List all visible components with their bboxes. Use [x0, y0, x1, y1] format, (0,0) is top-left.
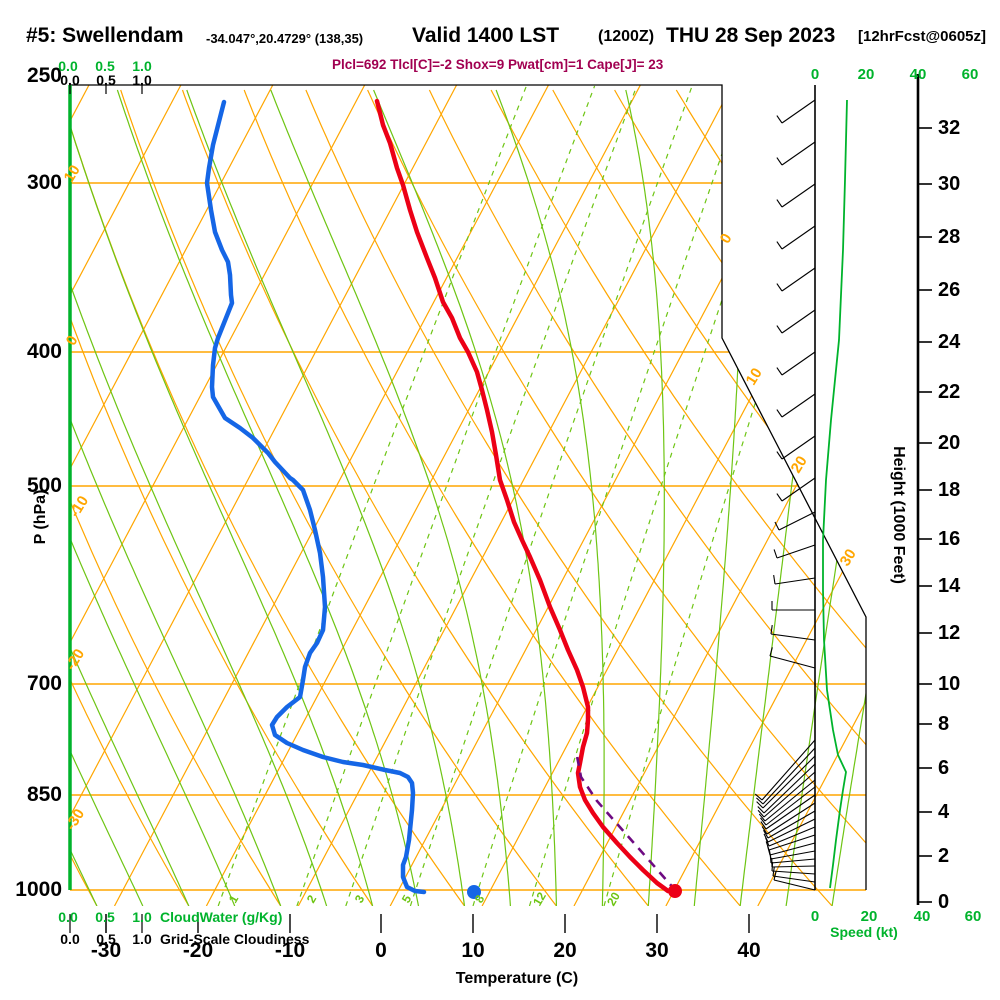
pressure-tick-label: 300 [26, 171, 62, 194]
cloudwater-scale-top: 1.0 [132, 58, 152, 74]
speed-axis-title: Speed (kt) [830, 924, 898, 940]
mixing-ratio-label: 2 [304, 892, 320, 905]
height-tick-label: 32 [938, 117, 961, 139]
height-tick-label: 8 [938, 713, 950, 735]
height-tick-label: 22 [938, 381, 961, 403]
cloudiness-scale-label: Grid-Scale Cloudiness [160, 931, 310, 947]
temperature-tick-label: -20 [182, 939, 214, 962]
isotherm-label: 0 [717, 231, 736, 247]
height-tick-label: 2 [938, 845, 950, 867]
temperature-tick-label: 40 [737, 939, 761, 962]
cloudiness-scale-top: 0.5 [96, 72, 116, 88]
mixing-ratio-label: 12 [530, 889, 549, 908]
cloudwater-scale-top: 0.0 [58, 58, 78, 74]
pressure-tick-label: 250 [26, 64, 62, 87]
valid-time-label: Valid 1400 LST [412, 24, 560, 47]
isotherm-label: 30 [837, 546, 860, 569]
dry-adiabat-label: 0 [63, 333, 82, 349]
dry-adiabat-label: -30 [62, 806, 88, 833]
height-tick-label: 14 [938, 575, 961, 597]
height-tick-label: 18 [938, 479, 961, 501]
mixing-ratio-label: 1 [226, 892, 242, 905]
cloudiness-scale-top: 1.0 [132, 72, 152, 88]
temperature-tick-label: 10 [461, 939, 485, 962]
height-tick-label: 16 [938, 528, 961, 550]
pressure-tick-label: 400 [26, 340, 62, 363]
pressure-axis-title: P (hPa) [32, 489, 49, 545]
cloudwater-scale-top: 0.5 [95, 58, 115, 74]
pressure-tick-label: 700 [26, 672, 62, 695]
temperature-axis-title: Temperature (C) [455, 970, 579, 987]
speed-top-tick-label: 0 [810, 66, 820, 83]
temperature-tick-label: 0 [375, 939, 387, 962]
pressure-tick-label: 850 [26, 783, 62, 806]
forecast-cycle-label: [12hrFcst@0605z] [858, 28, 987, 45]
height-tick-label: 0 [938, 891, 950, 913]
dry-adiabat-label: 10 [61, 162, 84, 185]
pressure-tick-label: 1000 [15, 878, 62, 901]
temperature-tick-label: -30 [90, 939, 122, 962]
cloudwater-scale-label: CloudWater (g/Kg) [160, 909, 283, 925]
mixing-ratio-label: 20 [604, 889, 623, 908]
cloudiness-scale-bottom: 0.5 [96, 931, 116, 947]
height-tick-label: 20 [938, 432, 961, 454]
cloudwater-scale-bottom: 0.5 [95, 909, 115, 925]
cloudiness-scale-bottom: 1.0 [132, 931, 152, 947]
height-tick-label: 10 [938, 673, 961, 695]
station-coordinates: -34.047°,20.4729° (138,35) [206, 31, 364, 46]
pressure-tick-label: 500 [26, 474, 62, 497]
speed-bottom-tick-label: 40 [913, 908, 931, 925]
height-tick-label: 30 [938, 173, 961, 195]
speed-bottom-tick-label: 60 [964, 908, 982, 925]
cloudwater-scale-bottom: 0.0 [58, 909, 78, 925]
cloudiness-scale-bottom: 0.0 [60, 931, 80, 947]
speed-bottom-tick-label: 0 [810, 908, 820, 925]
height-tick-label: 6 [938, 757, 950, 779]
valid-zulu-label: (1200Z) [598, 28, 655, 45]
temperature-tick-label: 30 [645, 939, 669, 962]
mixing-ratio-label: 5 [399, 892, 415, 905]
cloudiness-scale-top: 0.0 [60, 72, 80, 88]
speed-bottom-tick-label: 20 [860, 908, 878, 925]
temperature-tick-label: 20 [553, 939, 577, 962]
speed-top-tick-label: 40 [909, 66, 927, 83]
isotherm-label: 20 [788, 453, 811, 476]
chart-header: #5: Swellendam -34.047°,20.4729° (138,35… [0, 24, 1000, 54]
cloudwater-scale-bottom: 1.0 [132, 909, 152, 925]
temperature-tick-label: -10 [274, 939, 306, 962]
height-tick-label: 24 [938, 331, 961, 353]
height-tick-label: 26 [938, 279, 961, 301]
height-tick-label: 12 [938, 622, 961, 644]
height-tick-label: 28 [938, 226, 961, 248]
height-tick-label: 4 [938, 801, 950, 823]
isotherm-label: 10 [743, 365, 766, 388]
speed-top-tick-label: 20 [857, 66, 875, 83]
dry-adiabat-label: -20 [62, 646, 88, 673]
stability-indices-line: Plcl=692 Tlcl[C]=-2 Shox=9 Pwat[cm]=1 Ca… [332, 57, 664, 72]
height-axis-title: Height (1000 Feet) [890, 446, 907, 584]
station-title: #5: Swellendam [26, 24, 184, 47]
speed-top-tick-label: 60 [961, 66, 979, 83]
valid-date-label: THU 28 Sep 2023 [666, 24, 836, 47]
